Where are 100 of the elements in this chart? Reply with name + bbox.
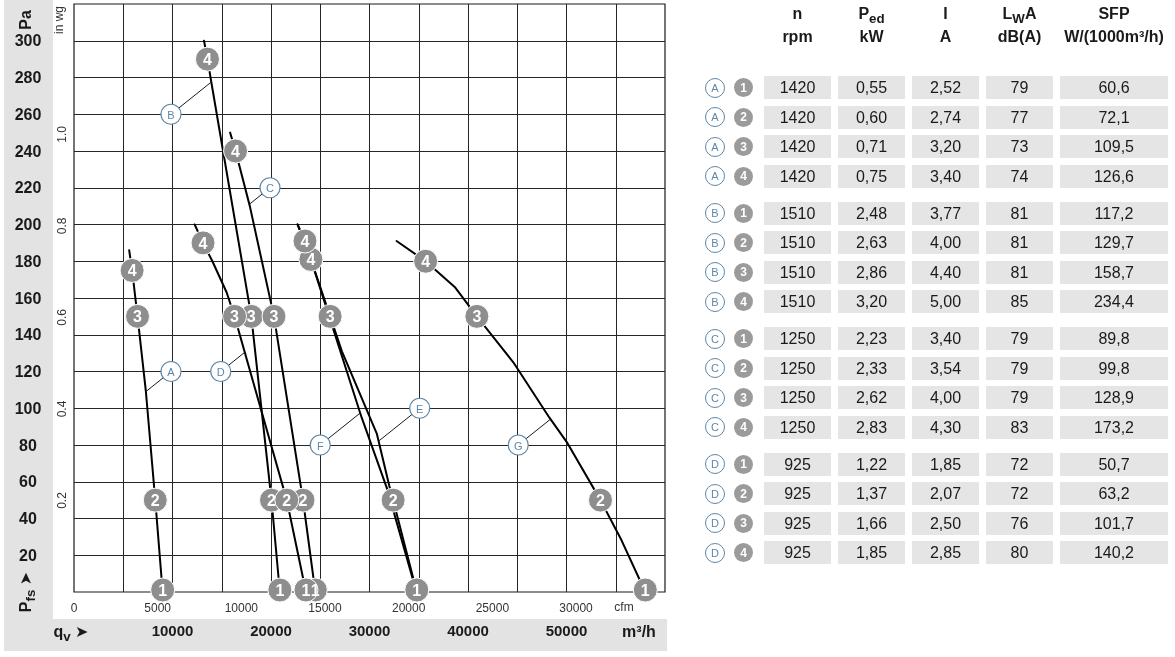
- table-cell: 101,7: [1060, 511, 1168, 535]
- annotation: 1: [310, 582, 320, 599]
- y-tick-label: 220: [14, 179, 42, 197]
- y-tick-label: 260: [14, 105, 42, 123]
- x-tick-label: 50000: [545, 622, 588, 639]
- category-label: D: [711, 487, 719, 500]
- y-tick-label: 80: [19, 436, 37, 454]
- y2-tick-label: 0.4: [55, 400, 69, 418]
- table-cell: 2,07: [912, 482, 979, 505]
- y-tick-label: 120: [14, 363, 42, 380]
- y-tick-label: 160: [14, 289, 42, 307]
- annotation: 2: [267, 492, 277, 510]
- table-cell: 0,75: [838, 164, 905, 188]
- table-cell: 2,74: [912, 105, 979, 129]
- table-cell: 0,71: [838, 135, 905, 158]
- category-label: C: [711, 391, 719, 404]
- x2-tick-label: 5000: [144, 601, 172, 615]
- table-cell: 4,30: [912, 415, 979, 439]
- table-cell: 60,6: [1060, 76, 1168, 99]
- x-tick-label: 20000: [250, 622, 292, 639]
- table-cell: 1510: [764, 201, 831, 225]
- table-cell: 50,7: [1060, 452, 1168, 476]
- category-label: D: [711, 517, 719, 529]
- table-cell: 1420: [764, 164, 831, 188]
- category-label: B: [711, 207, 719, 219]
- y-tick-label: 140: [14, 326, 42, 344]
- y2-tick-label: 0.2: [55, 491, 69, 509]
- table-cell: 129,7: [1060, 231, 1168, 254]
- annotation: 2: [596, 492, 606, 510]
- annotation: A: [167, 366, 176, 378]
- table-cell: 79: [986, 356, 1053, 380]
- table-cell: 81: [986, 260, 1053, 284]
- category-label: B: [711, 295, 719, 308]
- table-cell: 4,00: [912, 386, 979, 409]
- annotation: 3: [246, 308, 256, 326]
- annotation: 4: [421, 253, 431, 271]
- table-cell: 1510: [764, 231, 831, 254]
- category-label: A: [711, 140, 719, 153]
- table-cell: 1,37: [838, 482, 905, 505]
- category-label: 3: [740, 139, 747, 153]
- table-cell: 99,8: [1060, 356, 1168, 380]
- category-label: 4: [740, 545, 747, 559]
- table-cell: 2,23: [838, 327, 905, 350]
- table-cell: 74: [986, 164, 1053, 188]
- annotation: 2: [298, 492, 308, 510]
- annotation: 1: [158, 582, 168, 599]
- category-label: 3: [740, 390, 747, 404]
- table-cell: 1,85: [912, 452, 979, 476]
- table-cell: 234,4: [1060, 290, 1168, 313]
- category-label: 2: [740, 486, 747, 500]
- table-cell: 1,85: [838, 541, 905, 564]
- annotation: F: [316, 439, 324, 452]
- category-label: 2: [740, 109, 747, 124]
- table-cell: 2,63: [838, 231, 905, 254]
- category-label: A: [711, 81, 719, 94]
- y-tick-label: 20: [19, 546, 37, 564]
- table-cell: 1510: [764, 260, 831, 284]
- y-tick-label: 40: [19, 510, 37, 527]
- annotation: G: [513, 439, 523, 452]
- x2-tick-label: 25000: [475, 601, 510, 615]
- table-cell: 1510: [764, 290, 831, 313]
- y-tick-label: 100: [14, 399, 42, 417]
- table-cell: 3,77: [912, 201, 979, 225]
- x2-tick-label: 15000: [308, 601, 343, 615]
- category-label: SFP W/(1000m³/h): [1064, 5, 1164, 45]
- annotation: 1: [275, 582, 285, 599]
- annotation: 2: [282, 492, 292, 510]
- table-cell: 117,2: [1060, 201, 1168, 225]
- x2-tick-label: 0: [70, 601, 78, 615]
- table-cell: 81: [986, 231, 1053, 254]
- table-cell: 109,5: [1060, 135, 1168, 158]
- table-cell: 2,83: [838, 415, 905, 439]
- y2-tick-label: 0.6: [55, 308, 69, 326]
- table-cell: 2,50: [912, 511, 979, 535]
- annotation: D: [216, 366, 225, 378]
- y-tick-label: 180: [14, 252, 42, 270]
- annotation: 4: [198, 234, 208, 252]
- category-label: A: [711, 111, 719, 123]
- annotation: 3: [133, 308, 143, 326]
- x-tick-label: 10000: [151, 622, 194, 639]
- table-cell: 173,2: [1060, 415, 1168, 439]
- category-label: D: [711, 458, 719, 470]
- y-tick-label: 280: [14, 69, 42, 86]
- category-label: 1: [740, 80, 747, 94]
- y2-tick-label: 1.0: [55, 125, 69, 143]
- category-label: 1: [740, 456, 747, 471]
- category-label: 2: [740, 360, 747, 375]
- category-label: P$_{ed}$ kW: [858, 5, 885, 45]
- y2-axis-title: in wg: [52, 5, 67, 35]
- category-label: C: [711, 332, 719, 345]
- table-cell: 126,6: [1060, 164, 1168, 188]
- table-cell: 76: [986, 511, 1053, 535]
- table-cell: 85: [986, 290, 1053, 313]
- annotation: C: [266, 182, 275, 195]
- table-cell: 2,62: [838, 386, 905, 409]
- y-tick-label: 60: [19, 473, 37, 491]
- table-cell: 89,8: [1060, 327, 1168, 350]
- y-tick-label: 300: [14, 32, 42, 50]
- table-cell: 72,1: [1060, 105, 1168, 129]
- annotation: 3: [472, 308, 482, 326]
